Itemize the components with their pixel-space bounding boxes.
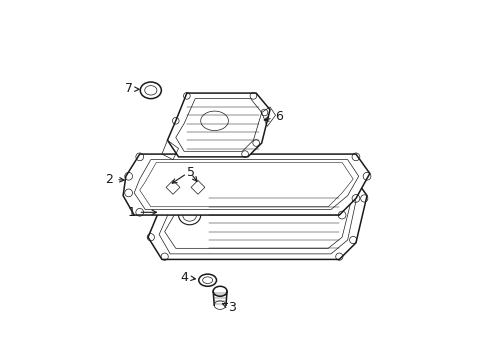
Text: 7: 7 xyxy=(124,82,139,95)
Text: 5: 5 xyxy=(186,166,195,179)
Polygon shape xyxy=(123,154,369,215)
Text: 4: 4 xyxy=(180,271,195,284)
Text: 3: 3 xyxy=(222,301,236,314)
Ellipse shape xyxy=(213,286,226,296)
Polygon shape xyxy=(148,176,366,260)
Text: 6: 6 xyxy=(264,110,283,123)
Text: 1: 1 xyxy=(127,206,156,219)
Text: 2: 2 xyxy=(105,172,124,185)
Polygon shape xyxy=(167,93,269,157)
